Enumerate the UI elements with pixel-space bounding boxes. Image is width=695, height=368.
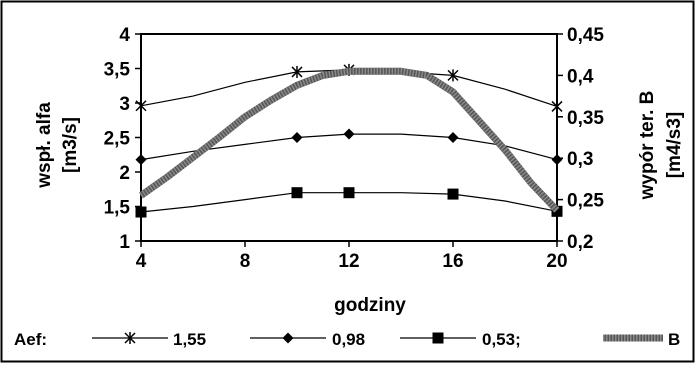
legend-label: 0,98 — [332, 330, 365, 349]
series-line-b-texture — [138, 67, 560, 213]
data-point-diamond — [135, 154, 147, 166]
legend-prefix: Aef: — [14, 330, 47, 349]
data-point-diamond — [343, 128, 355, 140]
legend-entry: 0,98 — [250, 330, 365, 349]
legend-label: B — [668, 330, 680, 349]
legend-entry: 1,55 — [92, 330, 206, 349]
legend-label: 0,53; — [482, 330, 521, 349]
x-tick-label: 16 — [442, 251, 463, 272]
data-point-square — [447, 188, 459, 200]
y-left-axis-label-line-1: wspł. alfa — [34, 102, 55, 189]
y-right-tick-label: 0,3 — [567, 149, 593, 170]
y-left-tick-label: 1 — [119, 232, 130, 253]
x-tick-label: 8 — [240, 251, 251, 272]
x-tick-label: 12 — [338, 251, 359, 272]
y-right-tick-label: 0,45 — [567, 25, 604, 46]
y-right-tick-label: 0,25 — [567, 191, 604, 212]
y-right-tick-label: 0,4 — [567, 66, 594, 87]
data-point-diamond — [447, 132, 459, 143]
data-point-square — [135, 206, 147, 218]
x-tick-label: 20 — [546, 251, 567, 272]
y-left-tick-label: 4 — [119, 25, 130, 46]
legend-entry: B — [603, 330, 680, 349]
x-axis-label: godziny — [334, 295, 406, 316]
data-point-square — [551, 205, 563, 217]
y-left-tick-label: 3,5 — [104, 60, 131, 81]
data-point-diamond — [291, 132, 303, 143]
y-left-tick-label: 3 — [119, 94, 130, 115]
data-point-asterisk — [551, 100, 563, 113]
data-point-square — [343, 187, 355, 199]
y-right-tick-label: 0,35 — [567, 108, 604, 129]
y-right-axis-label-line-1: wypór ter. B — [637, 91, 658, 201]
data-point-asterisk — [447, 69, 459, 82]
y-right-axis-label-line-2: [m4/s3] — [664, 112, 685, 179]
legend-label: 1,55 — [173, 330, 206, 349]
y-left-tick-label: 1,5 — [104, 198, 131, 219]
legend-marker-asterisk — [124, 332, 136, 344]
data-point-square — [291, 187, 303, 199]
y-left-axis-label-line-2: [m3/s] — [60, 117, 81, 173]
data-point-diamond — [551, 154, 563, 166]
legend: Aef: 1,55 0,98 0,53; B — [14, 330, 680, 349]
legend-marker-diamond — [282, 332, 294, 344]
legend-marker-square — [432, 332, 444, 344]
x-tick-label: 4 — [136, 251, 147, 272]
y-right-tick-label: 0,2 — [567, 232, 593, 253]
data-point-asterisk — [291, 65, 303, 78]
legend-entry: 0,53; — [400, 330, 521, 349]
y-left-tick-label: 2 — [119, 163, 130, 184]
y-left-tick-label: 2,5 — [104, 129, 131, 150]
